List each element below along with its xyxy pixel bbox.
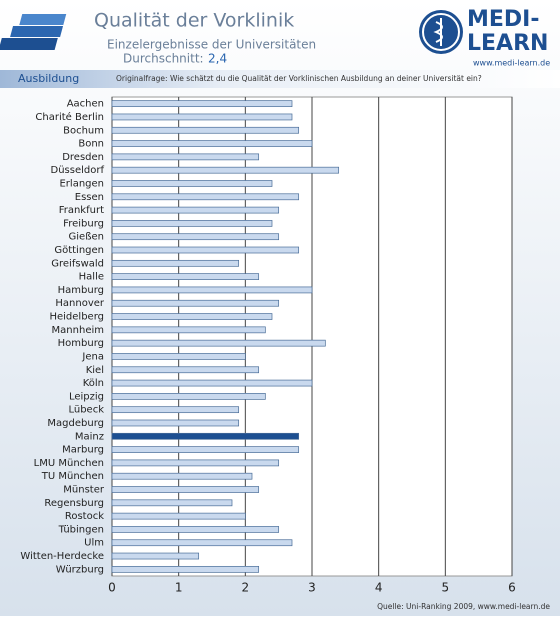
y-tick-label: Aachen	[67, 99, 104, 110]
bar	[111, 166, 340, 174]
source: Quelle: Uni-Ranking 2009, www.medi-learn…	[377, 602, 550, 611]
bar	[111, 419, 240, 427]
bar	[111, 552, 200, 560]
bar	[111, 472, 253, 480]
bar	[111, 486, 260, 493]
y-tick-label: Mainz	[75, 431, 104, 442]
bar	[111, 446, 300, 453]
bar	[111, 180, 273, 187]
bar	[111, 366, 260, 374]
y-tick-label: Jena	[81, 351, 104, 362]
y-tick-label: Charité Berlin	[35, 111, 104, 123]
y-tick-label: Mannheim	[52, 325, 104, 336]
y-tick-label: Regensburg	[44, 498, 104, 509]
average-label: Durchschnitt:	[123, 52, 204, 66]
y-tick-label: Magdeburg	[47, 418, 104, 429]
bar	[111, 459, 280, 467]
y-tick-label: Witten-Herdecke	[20, 551, 104, 562]
bar	[111, 140, 313, 147]
y-tick-label: Rostock	[65, 511, 104, 522]
y-tick-label: Marburg	[62, 445, 104, 456]
y-tick-label: Halle	[79, 272, 104, 283]
bar	[111, 565, 260, 573]
bar	[111, 512, 246, 520]
bar	[111, 353, 246, 360]
logo: MEDI- LEARN www.medi-learn.de	[419, 7, 550, 68]
logo-url: www.medi-learn.de	[473, 59, 550, 68]
y-tick-label: Düsseldorf	[51, 165, 105, 176]
bar	[111, 193, 300, 201]
x-tick-label: 5	[442, 581, 450, 595]
bar	[111, 406, 240, 414]
x-tick-label: 1	[175, 581, 183, 595]
bar	[111, 100, 293, 108]
y-tick-label: Würzburg	[56, 564, 104, 575]
y-tick-label: Lübeck	[68, 405, 104, 416]
bar	[111, 432, 300, 440]
bar	[111, 126, 300, 134]
average: 2,4	[208, 52, 227, 66]
y-tick-label: Bonn	[78, 139, 104, 150]
y-tick-label: Göttingen	[54, 245, 104, 256]
bar	[111, 499, 233, 507]
y-tick-label: Hannover	[55, 298, 105, 309]
y-tick-label: Erlangen	[59, 178, 104, 189]
bar	[111, 273, 260, 280]
bar	[111, 299, 280, 307]
y-tick-label: LMU München	[34, 458, 104, 469]
x-tick-label: 0	[108, 581, 116, 595]
bar	[111, 313, 273, 320]
y-tick-label: Freiburg	[63, 218, 104, 229]
bar	[111, 379, 313, 387]
y-tick-label: Homburg	[58, 338, 104, 349]
y-tick-label: Frankfurt	[59, 205, 104, 216]
bar	[111, 259, 240, 267]
logo-text: MEDI-	[467, 7, 540, 32]
y-tick-label: Gießen	[69, 232, 104, 243]
x-tick-label: 3	[308, 581, 316, 595]
title: Qualität der Vorklinik	[94, 10, 294, 32]
y-tick-label: Heidelberg	[49, 312, 104, 323]
bar	[111, 286, 313, 294]
bar	[111, 113, 293, 121]
x-tick-label: 2	[242, 581, 250, 595]
section-band	[0, 70, 560, 88]
y-tick-label: Kiel	[86, 365, 104, 376]
section: Ausbildung	[18, 72, 79, 85]
x-tick-label: 4	[375, 581, 383, 595]
y-tick-label: Leipzig	[69, 391, 104, 402]
bar	[111, 246, 300, 254]
y-tick-label: TU München	[41, 471, 104, 482]
books-icon	[0, 14, 67, 50]
x-tick-label: 6	[508, 581, 516, 595]
y-tick-label: Hamburg	[58, 285, 104, 296]
y-tick-label: Münster	[63, 485, 105, 496]
y-tick-label: Bochum	[63, 125, 104, 136]
y-tick-label: Tübingen	[58, 524, 104, 535]
bar	[111, 539, 293, 547]
bar	[111, 339, 326, 347]
bar	[111, 393, 266, 400]
y-tick-label: Greifswald	[51, 258, 104, 269]
bar	[111, 153, 260, 161]
bar	[111, 526, 280, 533]
y-tick-label: Dresden	[62, 152, 104, 163]
subtitle: Einzelergebnisse der Universitäten	[107, 38, 316, 52]
question: Originalfrage: Wie schätzt du die Qualit…	[116, 74, 482, 83]
y-tick-label: Essen	[75, 192, 104, 203]
bar	[111, 233, 280, 241]
y-tick-label: Köln	[83, 378, 104, 389]
bar	[111, 326, 266, 334]
logo-text: LEARN	[467, 31, 548, 56]
y-tick-label: Ulm	[84, 538, 104, 549]
bar	[111, 220, 273, 227]
bar	[111, 206, 280, 214]
